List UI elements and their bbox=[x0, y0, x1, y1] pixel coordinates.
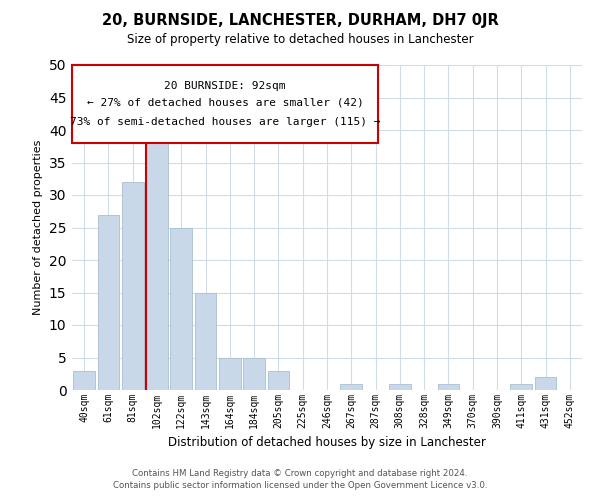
Bar bbox=[340, 384, 362, 390]
Bar bbox=[437, 384, 460, 390]
Bar bbox=[73, 370, 95, 390]
Bar bbox=[243, 358, 265, 390]
Bar bbox=[170, 228, 192, 390]
Bar bbox=[389, 384, 411, 390]
Bar bbox=[146, 143, 168, 390]
Text: Size of property relative to detached houses in Lanchester: Size of property relative to detached ho… bbox=[127, 32, 473, 46]
X-axis label: Distribution of detached houses by size in Lanchester: Distribution of detached houses by size … bbox=[168, 436, 486, 450]
FancyBboxPatch shape bbox=[72, 65, 378, 143]
Text: Contains HM Land Registry data © Crown copyright and database right 2024.: Contains HM Land Registry data © Crown c… bbox=[132, 468, 468, 477]
Bar bbox=[535, 377, 556, 390]
Bar bbox=[194, 292, 217, 390]
Bar bbox=[268, 370, 289, 390]
Text: 20, BURNSIDE, LANCHESTER, DURHAM, DH7 0JR: 20, BURNSIDE, LANCHESTER, DURHAM, DH7 0J… bbox=[101, 12, 499, 28]
Text: 20 BURNSIDE: 92sqm: 20 BURNSIDE: 92sqm bbox=[164, 81, 286, 91]
Y-axis label: Number of detached properties: Number of detached properties bbox=[33, 140, 43, 315]
Text: Contains public sector information licensed under the Open Government Licence v3: Contains public sector information licen… bbox=[113, 481, 487, 490]
Text: ← 27% of detached houses are smaller (42): ← 27% of detached houses are smaller (42… bbox=[86, 98, 364, 108]
Bar bbox=[511, 384, 532, 390]
Bar bbox=[122, 182, 143, 390]
Bar bbox=[219, 358, 241, 390]
Text: 73% of semi-detached houses are larger (115) →: 73% of semi-detached houses are larger (… bbox=[70, 117, 380, 127]
Bar bbox=[97, 214, 119, 390]
